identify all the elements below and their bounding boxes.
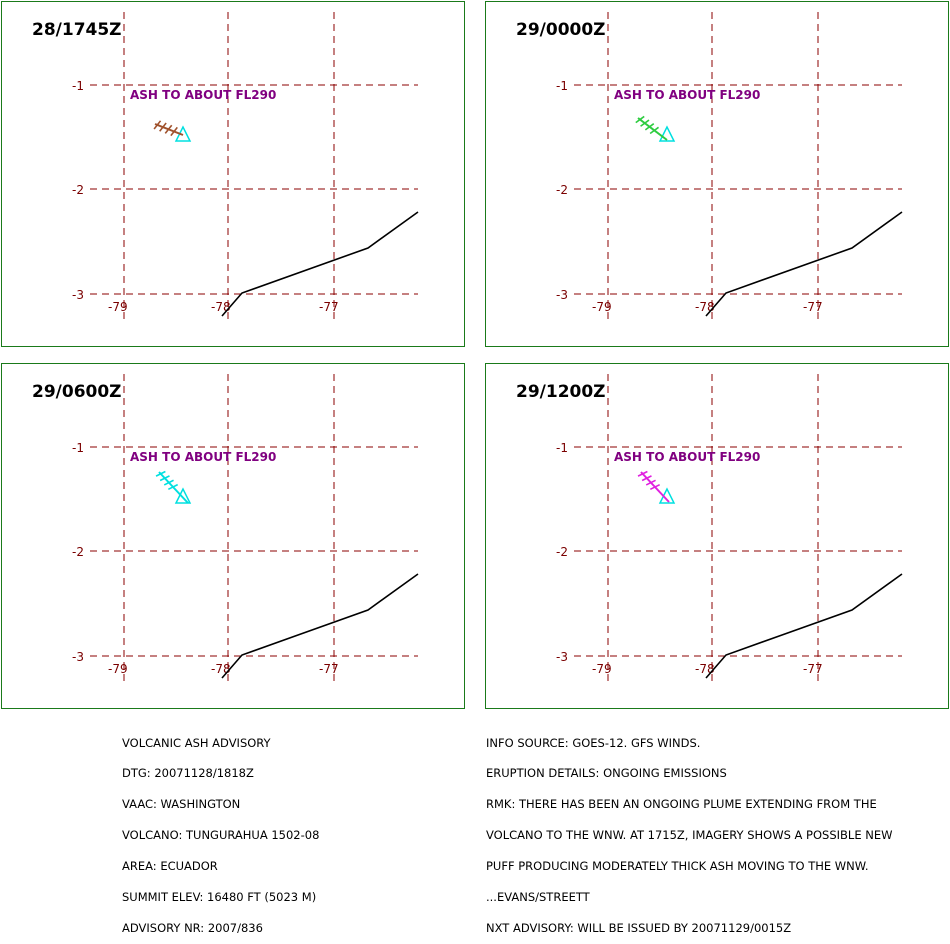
latitude-label: -2 (556, 183, 568, 197)
map-panel-4: 29/1200Z -1 -2 -3 -79 -78 -77 ASH TO ABOUT FL2… (485, 363, 949, 709)
ash-plume-barb-icon (635, 115, 668, 141)
latitude-label: -3 (72, 650, 84, 664)
map-canvas: -1 -2 -3 -79 -78 -77 ASH TO ABOUT FL290 (72, 12, 419, 322)
longitude-label: -79 (108, 662, 128, 676)
barb-tick (167, 483, 179, 491)
longitude-label: -77 (803, 300, 823, 314)
ash-height-label: ASH TO ABOUT FL290 (614, 450, 760, 464)
ash-height-label: ASH TO ABOUT FL290 (130, 450, 276, 464)
barb-tick (649, 483, 661, 491)
longitude-label: -78 (211, 662, 231, 676)
barb-tick (640, 119, 650, 127)
ash-plume-barb-icon (637, 470, 670, 503)
latitude-label: -3 (72, 288, 84, 302)
longitude-label: -79 (592, 662, 612, 676)
barb-tick (645, 479, 656, 486)
map-panel-1: 28/1745Z -1 -2 -3 -79 -78 -77 ASH TO ABOUT FL2… (1, 1, 465, 347)
panel-time-label: 29/0000Z (516, 20, 606, 40)
advisory-line: VOLCANIC ASH ADVISORY (122, 735, 271, 750)
map-panel-3: 29/0600Z -1 -2 -3 -79 -78 -77 ASH TO ABOUT FL2… (1, 363, 465, 709)
latitude-label: -1 (72, 79, 84, 93)
panel-time-label: 29/0600Z (32, 382, 122, 402)
latitude-label: -2 (556, 545, 568, 559)
advisory-line: AREA: ECUADOR (122, 859, 218, 874)
advisory-line: NXT ADVISORY: WILL BE ISSUED BY 20071129… (486, 920, 792, 935)
advisory-line: VOLCANO: TUNGURAHUA 1502-08 (122, 828, 320, 843)
advisory-line: ADVISORY NR: 2007/836 (122, 920, 263, 935)
advisory-line: RMK: THERE HAS BEEN AN ONGOING PLUME EXT… (486, 797, 877, 812)
latitude-label: -3 (556, 650, 568, 664)
longitude-label: -77 (319, 300, 339, 314)
map-canvas: -1 -2 -3 -79 -78 -77 ASH TO ABOUT FL290 (556, 12, 903, 322)
barb-tick (153, 120, 162, 130)
ash-plume-barb-icon (153, 120, 184, 137)
panel-time-label: 28/1745Z (32, 20, 122, 40)
advisory-line: SUMMIT ELEV: 16480 FT (5023 M) (122, 890, 317, 905)
longitude-label: -77 (319, 662, 339, 676)
latitude-label: -1 (556, 79, 568, 93)
barb-tick (170, 126, 178, 137)
panel-time-label: 29/1200Z (516, 382, 606, 402)
advisory-line: ...EVANS/STREETT (486, 890, 590, 905)
coastline (221, 573, 419, 679)
map-canvas: -1 -2 -3 -79 -78 -77 ASH TO ABOUT FL290 (72, 374, 419, 684)
latitude-label: -3 (556, 288, 568, 302)
latitude-label: -1 (556, 441, 568, 455)
advisory-header-block: VOLCANIC ASH ADVISORY DTG: 20071128/1818… (122, 717, 319, 944)
coastline (221, 211, 419, 317)
advisory-line: INFO SOURCE: GOES-12. GFS WINDS. (486, 735, 701, 750)
barb-tick (644, 123, 655, 131)
longitude-label: -79 (592, 300, 612, 314)
longitude-label: -78 (695, 662, 715, 676)
advisory-line: DTG: 20071128/1818Z (122, 766, 254, 781)
latitude-label: -2 (72, 545, 84, 559)
barb-tick (637, 470, 648, 477)
volcano-triangle-icon (658, 125, 676, 142)
barb-tick (641, 475, 652, 482)
barb-tick (635, 115, 645, 124)
barb-tick (163, 479, 174, 486)
map-panel-2: 29/0000Z -1 -2 -3 -79 -78 -77 ASH TO ABOUT FL2… (485, 1, 949, 347)
advisory-line: VAAC: WASHINGTON (122, 797, 241, 812)
longitude-label: -78 (211, 300, 231, 314)
longitude-label: -77 (803, 662, 823, 676)
longitude-label: -79 (108, 300, 128, 314)
ash-height-label: ASH TO ABOUT FL290 (614, 88, 760, 102)
longitude-label: -78 (695, 300, 715, 314)
advisory-line: PUFF PRODUCING MODERATELY THICK ASH MOVI… (486, 859, 869, 874)
barb-tick (649, 126, 660, 135)
latitude-label: -2 (72, 183, 84, 197)
volcano-triangle-icon (174, 487, 192, 504)
map-canvas: -1 -2 -3 -79 -78 -77 ASH TO ABOUT FL290 (556, 374, 903, 684)
advisory-line: ERUPTION DETAILS: ONGOING EMISSIONS (486, 766, 727, 781)
barb-shaft (637, 117, 668, 141)
barb-tick (155, 470, 166, 477)
advisory-line: VOLCANO TO THE WNW. AT 1715Z, IMAGERY SH… (486, 828, 893, 843)
coastline (705, 573, 903, 679)
barb-tick (159, 122, 167, 132)
barb-tick (159, 475, 170, 482)
advisory-remarks-block: INFO SOURCE: GOES-12. GFS WINDS. ERUPTIO… (486, 717, 892, 944)
barb-tick (164, 124, 173, 134)
coastline (705, 211, 903, 317)
ash-plume-barb-icon (155, 470, 189, 504)
ash-height-label: ASH TO ABOUT FL290 (130, 88, 276, 102)
latitude-label: -1 (72, 441, 84, 455)
